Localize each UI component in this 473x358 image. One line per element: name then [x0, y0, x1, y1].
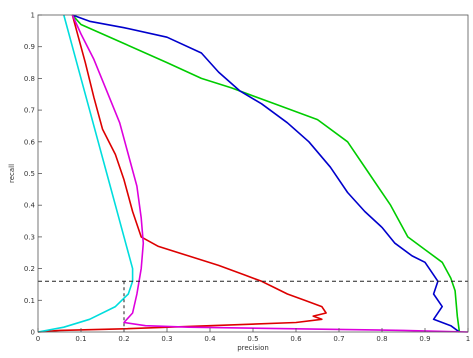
reference-lines — [38, 280, 468, 332]
y-tick-label: 0.1 — [24, 297, 35, 305]
series-line-3 — [37, 14, 327, 333]
y-tick-label: 0.8 — [24, 75, 35, 83]
y-tick-label: 0.6 — [24, 138, 36, 146]
series-line-4 — [71, 14, 469, 333]
plot-frame — [37, 14, 469, 333]
x-tick-label: 0 — [36, 335, 40, 343]
x-tick-label: 0.4 — [204, 335, 216, 343]
x-axis-ticks: 0 0.1 0.2 0.3 0.4 0.5 0.6 0.7 0.8 0.9 1 — [36, 328, 470, 343]
x-tick-label: 0.6 — [290, 335, 302, 343]
x-tick-label: 0.3 — [161, 335, 172, 343]
series-line-5 — [37, 14, 134, 333]
x-tick-label: 0.9 — [419, 335, 430, 343]
series-line-1 — [71, 14, 461, 333]
y-tick-label: 0.3 — [24, 233, 35, 241]
y-tick-label: 0.2 — [24, 265, 35, 273]
y-axis-ticks: 0 0.1 0.2 0.3 0.4 0.5 0.6 0.7 0.8 0.9 1 — [24, 12, 42, 337]
y-tick-label: 0.9 — [24, 43, 35, 51]
x-tick-label: 1 — [466, 335, 470, 343]
x-tick-label: 0.7 — [333, 335, 344, 343]
series-line-2 — [72, 14, 460, 333]
y-tick-label: 0 — [31, 329, 35, 337]
x-tick-label: 0.8 — [376, 335, 387, 343]
y-axis-label: recall — [8, 164, 16, 183]
y-tick-label: 1 — [31, 12, 35, 20]
x-tick-label: 0.1 — [75, 335, 86, 343]
x-tick-label: 0.5 — [247, 335, 258, 343]
y-tick-label: 0.4 — [24, 202, 36, 210]
y-tick-label: 0.7 — [24, 107, 35, 115]
x-tick-label: 0.2 — [118, 335, 129, 343]
y-tick-label: 0.5 — [24, 170, 35, 178]
series-layer — [37, 14, 469, 333]
x-axis-label: precision — [237, 344, 269, 352]
